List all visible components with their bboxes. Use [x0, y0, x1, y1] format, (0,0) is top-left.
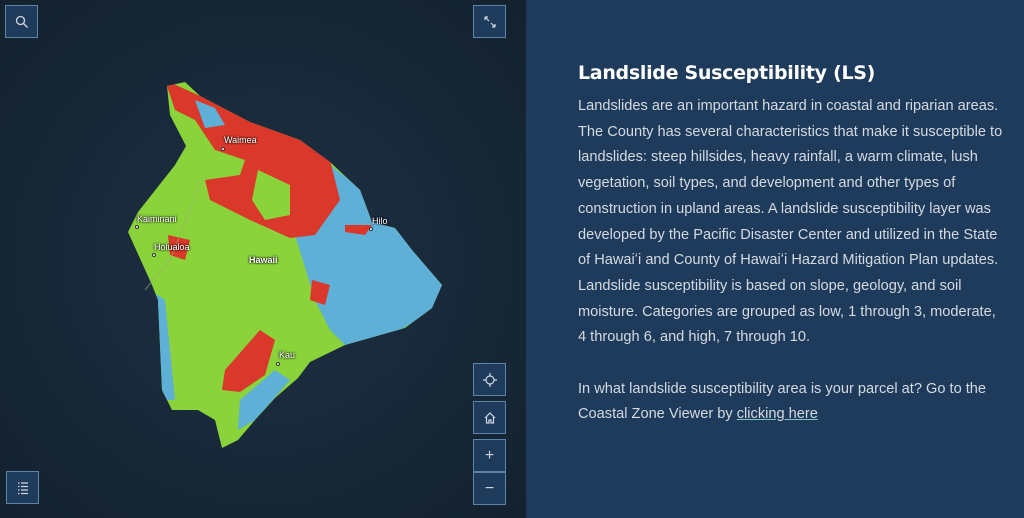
panel-question: In what landslide susceptibility area is… — [578, 377, 1004, 428]
clicking-here-link[interactable]: clicking here — [736, 406, 818, 423]
panel-body: Landslides are an important hazard in co… — [578, 98, 1003, 346]
place-marker — [221, 147, 225, 151]
place-label-waimea: Waimea — [224, 135, 257, 145]
place-marker — [152, 253, 156, 257]
question-text: In what landslide susceptibility area is… — [578, 380, 987, 423]
place-label-hawaii: Hawaii — [249, 255, 278, 265]
fullscreen-button[interactable] — [473, 5, 506, 38]
search-icon — [15, 15, 28, 28]
place-label-kaiminani: Kaiminani — [137, 214, 177, 224]
zoom-out-button[interactable]: − — [473, 472, 506, 505]
zoom-in-button[interactable]: + — [473, 439, 506, 472]
home-button[interactable] — [473, 401, 506, 434]
panel-title: Landslide Susceptibility (LS) — [578, 62, 876, 84]
home-icon — [484, 411, 495, 424]
place-marker — [369, 227, 373, 231]
place-label-kau: Kau — [279, 350, 296, 360]
place-label-holualoa: Holualoa — [154, 242, 190, 252]
list-icon — [17, 481, 28, 494]
expand-icon — [483, 15, 496, 28]
locate-button[interactable] — [473, 363, 506, 396]
map-view[interactable]: Waimea Kaiminani Holualoa Hawaii Hilo Ka… — [0, 0, 526, 518]
place-marker — [276, 362, 280, 366]
place-marker — [135, 225, 139, 229]
info-panel: Landslide Susceptibility (LS) Landslides… — [526, 0, 1024, 518]
search-button[interactable] — [5, 5, 38, 38]
island-map — [0, 0, 526, 518]
legend-button[interactable] — [6, 471, 39, 504]
place-label-hilo: Hilo — [372, 216, 388, 226]
crosshair-icon — [482, 372, 497, 387]
